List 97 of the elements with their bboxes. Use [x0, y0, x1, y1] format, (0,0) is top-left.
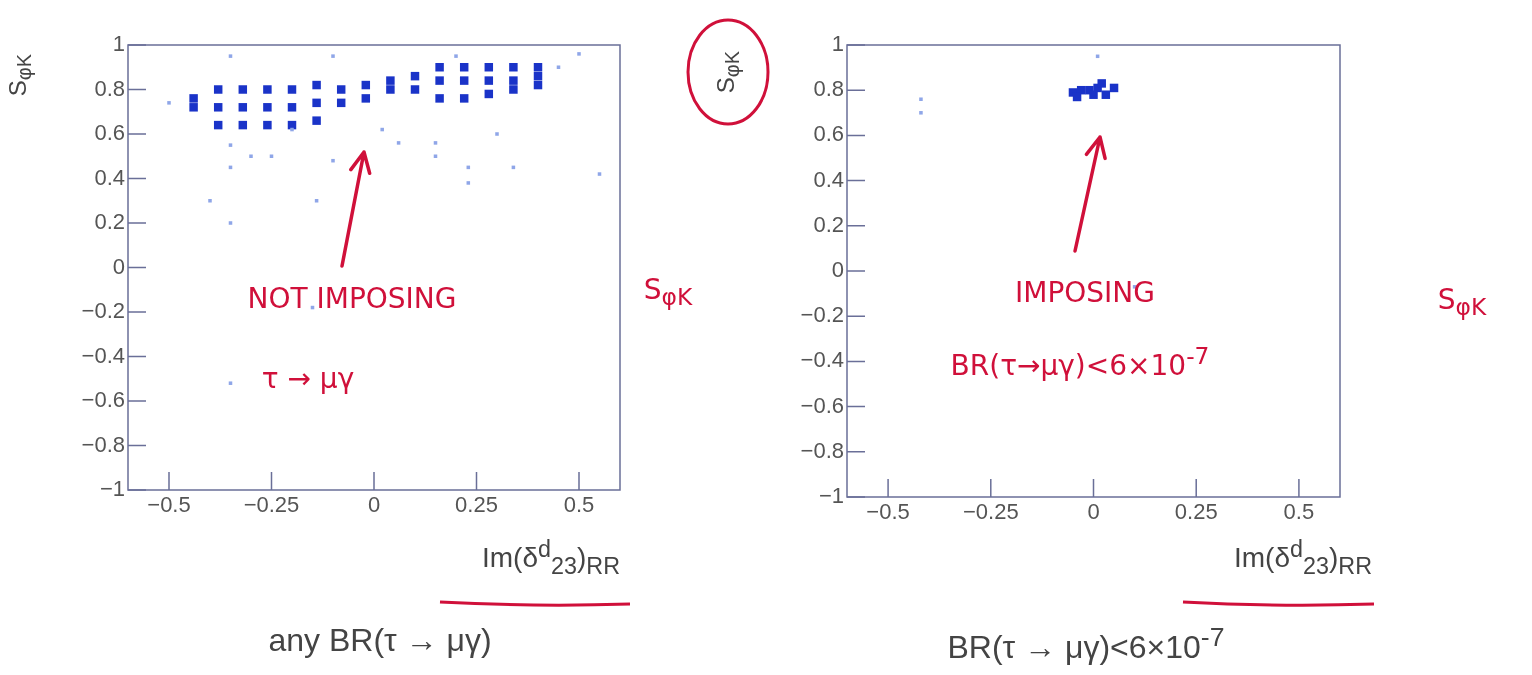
point — [495, 132, 499, 136]
y-tick-label: −0.8 — [81, 431, 125, 457]
point — [396, 141, 401, 145]
y-tick-label: 0 — [112, 253, 125, 279]
point — [433, 141, 438, 145]
x-tick-label: 0.5 — [1283, 499, 1315, 525]
point — [331, 158, 335, 163]
x-tick-label: 0.5 — [563, 492, 595, 518]
point — [314, 198, 319, 203]
point — [336, 85, 346, 94]
point — [263, 85, 272, 94]
point — [208, 198, 212, 203]
y-tick-label: −0.4 — [800, 347, 844, 373]
point — [249, 154, 253, 159]
point — [454, 54, 458, 58]
y-tick-label: −0.4 — [81, 342, 125, 368]
point — [459, 94, 469, 103]
point — [167, 101, 171, 105]
x-axis-title: Im(δ$^{d}$$_{23}$)$_{RR}$ — [482, 536, 620, 580]
point — [919, 97, 923, 102]
y-tick-label: −1 — [99, 476, 125, 502]
annotation: τ → μγ — [261, 361, 355, 395]
x-tick-label: 0.25 — [1174, 499, 1218, 525]
point — [597, 172, 602, 176]
point — [509, 76, 518, 85]
point — [228, 381, 233, 385]
x-tick-label: 0.25 — [455, 492, 498, 518]
point — [238, 103, 248, 112]
point — [228, 143, 233, 147]
point — [189, 103, 198, 112]
point — [484, 76, 494, 85]
x-tick-label: −0.25 — [243, 492, 300, 518]
point — [1097, 79, 1106, 88]
point — [228, 54, 233, 58]
point — [386, 76, 395, 85]
point — [380, 127, 384, 132]
point — [213, 103, 223, 112]
point — [1089, 90, 1098, 99]
y-tick-label: 0.4 — [813, 166, 844, 192]
y-tick-label: −0.6 — [800, 392, 844, 418]
y-tick-label: 0.8 — [94, 75, 125, 101]
x-tick-label: 0 — [1087, 499, 1100, 525]
point — [410, 85, 420, 94]
annotation: IMPOSING — [1014, 275, 1156, 309]
text: S$_{φK}$ — [1437, 282, 1487, 322]
text: any BR(τ → μγ) — [268, 622, 492, 659]
point — [577, 52, 581, 56]
point — [238, 85, 248, 94]
point — [919, 111, 923, 115]
text: BR(τ → μγ)<6×10$^{-7}$ — [947, 622, 1225, 666]
point — [1101, 90, 1111, 99]
x-axis-title: Im(δ$^{d}$$_{23}$)$_{RR}$ — [1234, 536, 1372, 580]
point — [312, 98, 321, 108]
point — [556, 65, 561, 70]
text: S$_{φK}$ — [643, 272, 693, 312]
annotation: NOT IMPOSING — [247, 281, 457, 315]
point — [263, 103, 272, 112]
x-tick-label: −0.5 — [866, 499, 910, 525]
point — [361, 94, 371, 103]
y-tick-label: 0.8 — [813, 76, 844, 102]
point — [433, 154, 438, 159]
point — [312, 116, 321, 125]
point — [435, 76, 444, 85]
annotation: BR(τ→μγ)<6×10$^{-7}$ — [950, 342, 1210, 382]
y-tick-label: 0.2 — [813, 211, 844, 237]
y-tick-label: −1 — [818, 483, 844, 509]
y-tick-label: −0.2 — [81, 298, 125, 324]
y-tick-label: −0.8 — [800, 437, 844, 463]
y-tick-label: 0.6 — [94, 120, 125, 146]
point — [228, 221, 233, 225]
point — [287, 85, 297, 94]
x-tick-label: 0 — [367, 492, 381, 518]
y-tick-label: 1 — [112, 31, 125, 57]
point — [466, 181, 471, 185]
point — [287, 103, 297, 112]
point — [290, 127, 294, 132]
point — [269, 154, 274, 159]
point — [435, 94, 444, 103]
point — [331, 54, 335, 58]
y-tick-label: 0.6 — [813, 121, 844, 147]
point — [312, 80, 321, 90]
point — [213, 85, 223, 94]
point — [189, 94, 198, 103]
point — [509, 85, 518, 94]
y-tick-label: 0.4 — [94, 164, 125, 190]
y-tick-label: 0 — [831, 257, 844, 283]
point — [509, 63, 518, 72]
x-tick-label: −0.5 — [147, 492, 191, 518]
point — [435, 63, 444, 72]
y-tick-label: −0.6 — [81, 387, 125, 413]
y-tick-label: 1 — [831, 31, 844, 57]
y-tick-label: −0.2 — [800, 302, 844, 328]
point — [263, 120, 272, 130]
point — [386, 85, 395, 94]
x-tick-label: −0.25 — [962, 499, 1019, 525]
y-tick-label: 0.2 — [94, 209, 125, 235]
point — [459, 76, 469, 85]
